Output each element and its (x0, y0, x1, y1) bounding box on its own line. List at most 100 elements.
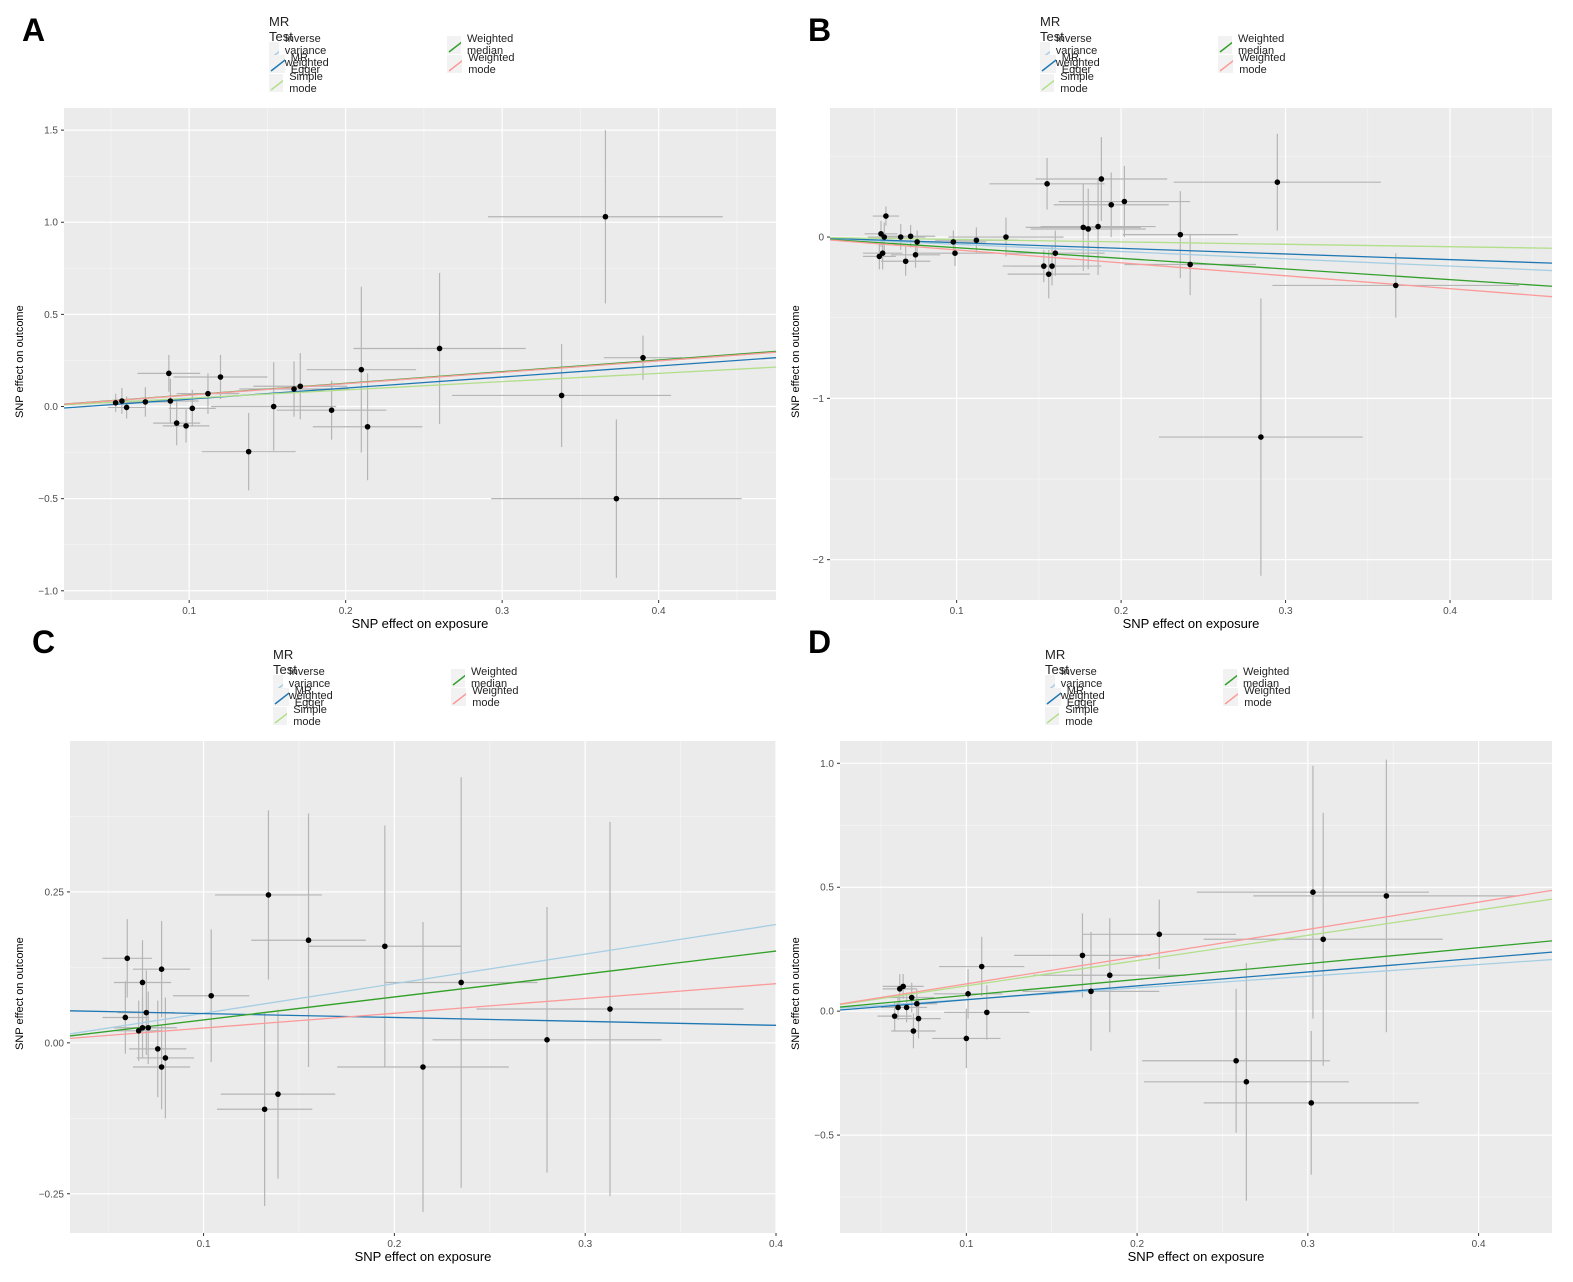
data-point (1308, 1100, 1315, 1106)
legend-label: Simple mode (1065, 704, 1099, 728)
legend-item-mr-egger: MR Egger (1045, 685, 1102, 709)
legend-item-weighted-mode: Weighted mode (447, 52, 521, 76)
data-point (143, 1009, 150, 1016)
plot-area (70, 741, 776, 1233)
legend-key-icon (1040, 74, 1055, 92)
data-point (358, 366, 365, 373)
x-tick-label: 0.4 (1443, 606, 1457, 617)
data-point (205, 390, 211, 397)
y-tick-label: 0.5 (44, 310, 58, 321)
y-tick-label: −0.5 (814, 1131, 834, 1142)
legend-key-icon (1223, 669, 1237, 687)
data-point (245, 448, 252, 455)
legend-key-icon (451, 688, 467, 706)
x-tick-label: 0.4 (1472, 1239, 1486, 1250)
data-point (558, 392, 565, 399)
data-point (1049, 263, 1055, 269)
data-point (950, 239, 957, 245)
legend-key-icon (1223, 688, 1239, 706)
data-point (1121, 198, 1128, 205)
panel-letter-a: A (22, 12, 46, 48)
data-point (1095, 223, 1101, 230)
legend-label: Inverse variance weighted (288, 666, 333, 702)
legend-item-mr-egger: MR Egger (1040, 52, 1097, 76)
regression-line (830, 236, 1552, 249)
data-point (364, 423, 371, 430)
legend-key-icon (1045, 688, 1061, 706)
x-axis-title: SNP effect on exposure (1122, 616, 1260, 631)
legend-key-icon (273, 688, 289, 706)
data-point (112, 400, 119, 406)
x-tick-label: 0.3 (495, 606, 509, 617)
y-tick-label: 0.0 (820, 1007, 834, 1018)
data-point (1392, 282, 1399, 289)
regression-line (70, 923, 776, 1035)
data-point (613, 495, 620, 502)
data-point (915, 1015, 922, 1022)
legend-key-icon (1040, 55, 1056, 73)
x-tick-label: 0.1 (950, 606, 964, 617)
x-tick-label: 0.4 (769, 1239, 783, 1250)
data-point (963, 1035, 970, 1042)
data-point (142, 399, 149, 405)
y-tick-label: −1 (813, 394, 825, 405)
data-point (1243, 1079, 1250, 1085)
x-axis-title: SNP effect on exposure (1127, 1249, 1265, 1264)
x-tick-label: 0.1 (182, 606, 196, 617)
data-point (1233, 1057, 1239, 1064)
data-point (166, 370, 172, 377)
regression-line (830, 237, 1552, 264)
data-point (897, 234, 904, 240)
data-point (914, 239, 920, 245)
regression-line (70, 950, 776, 1037)
data-point (270, 403, 277, 410)
legend-label: Weighted median (1237, 33, 1285, 57)
legend-item-weighted-mode: Weighted mode (1223, 685, 1297, 709)
regression-line (70, 983, 776, 1040)
data-point (119, 398, 125, 404)
legend-key-icon (447, 55, 463, 73)
data-point (881, 234, 888, 240)
data-point (208, 992, 214, 999)
x-axis-title: SNP effect on exposure (351, 616, 489, 631)
data-point (1080, 224, 1087, 231)
data-point (154, 1046, 161, 1052)
y-tick-label: 0.25 (45, 887, 65, 898)
legend-key-icon (269, 55, 285, 73)
legend-label: Weighted mode (468, 52, 515, 76)
regression-line (64, 366, 776, 406)
legend-item-mr-egger: MR Egger (273, 685, 330, 709)
y-tick-label: 0.0 (44, 402, 58, 413)
legend-item-simple-mode: Simple mode (273, 704, 335, 728)
data-point (1383, 893, 1390, 899)
x-tick-label: 0.2 (1114, 606, 1128, 617)
legend-label: MR Egger (290, 52, 321, 76)
data-point (1003, 234, 1009, 240)
data-point (879, 250, 886, 256)
regression-line (70, 1010, 776, 1026)
regression-line (840, 940, 1552, 1008)
x-tick-label: 0.3 (578, 1239, 592, 1250)
data-point (189, 405, 196, 412)
y-tick-label: −0.25 (39, 1189, 65, 1200)
y-tick-label: 0.00 (45, 1038, 65, 1049)
data-point (436, 345, 443, 352)
y-tick-label: −2 (813, 555, 825, 566)
data-point (1041, 263, 1047, 269)
x-tick-label: 0.3 (1301, 1239, 1315, 1250)
y-tick-label: 1.0 (44, 218, 58, 229)
legend-label: Weighted mode (1239, 52, 1286, 76)
legend-item-ivw: Inverse variance weighted (1040, 33, 1112, 69)
regression-line (840, 951, 1552, 1011)
regression-line (830, 239, 1552, 298)
data-point (1187, 261, 1193, 268)
data-point (544, 1037, 550, 1043)
data-point (265, 892, 272, 898)
x-tick-label: 0.2 (387, 1239, 401, 1250)
legend-title: MR Test (269, 14, 293, 44)
x-axis-title: SNP effect on exposure (354, 1249, 492, 1264)
data-point (183, 423, 189, 429)
legend-label: MR Egger (294, 685, 325, 709)
data-point (139, 1024, 146, 1031)
